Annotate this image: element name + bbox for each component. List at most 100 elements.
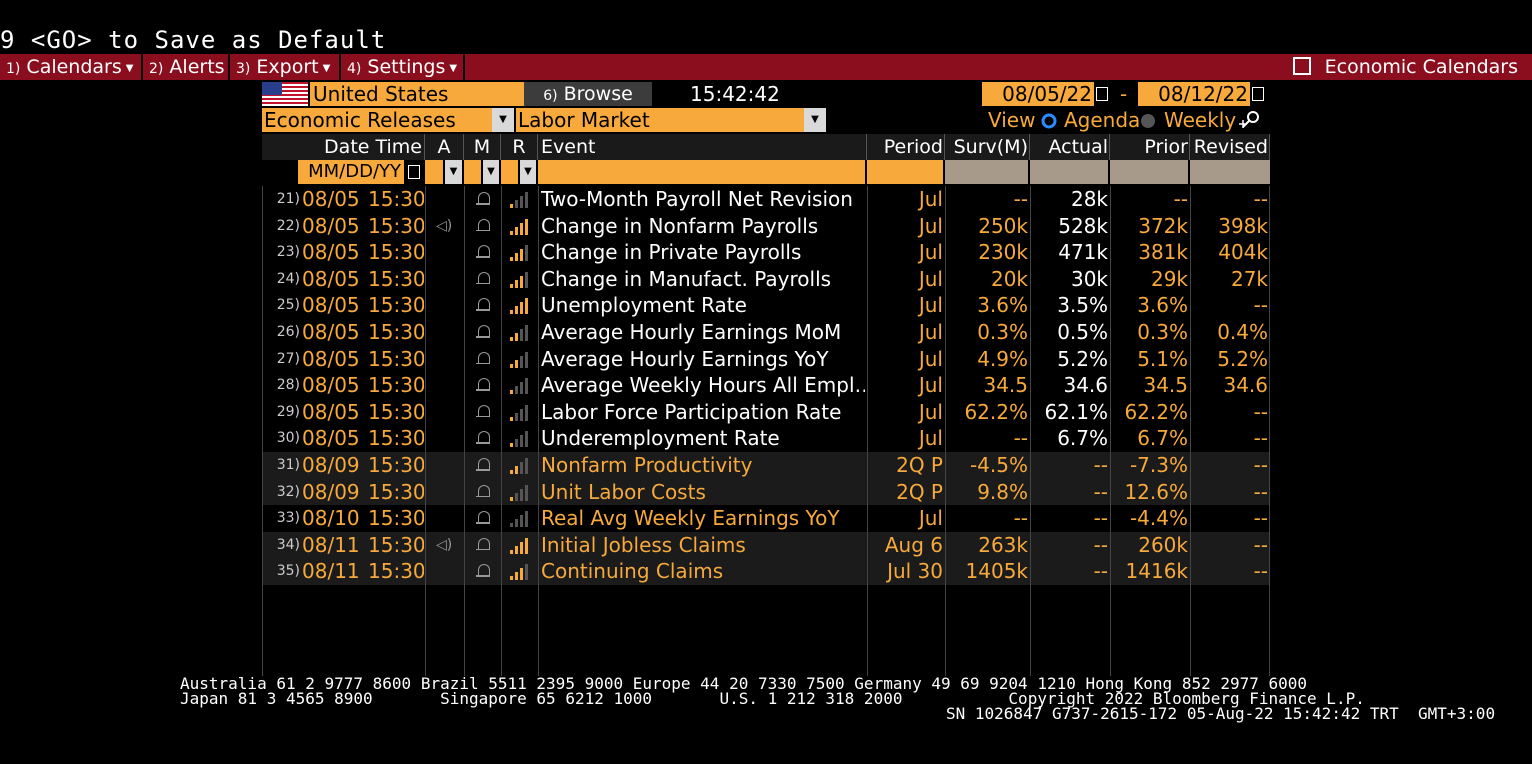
browse-button[interactable]: 6) Browse (524, 82, 652, 106)
col-actual[interactable]: Actual (1030, 134, 1110, 160)
row-surv: 34.5 (983, 373, 1028, 398)
menu-number: 1) (6, 61, 21, 77)
chevron-down-icon[interactable]: ▼ (520, 160, 538, 184)
table-row[interactable]: 27) 08/05 15:30 Average Hourly Earnings YoY… (262, 346, 1270, 373)
calendar-icon[interactable] (1250, 82, 1266, 106)
table-row[interactable]: 34) 08/11 15:30 ◁) Initial Jobless Claims Aug… (262, 531, 1270, 559)
col-datetime[interactable]: Date Time (262, 134, 425, 160)
row-revised: 398k (1218, 213, 1268, 238)
row-period: 2Q P (896, 453, 943, 477)
surv-filter (945, 160, 1030, 184)
row-surv: -- (1013, 506, 1028, 531)
row-number: 22) (276, 217, 300, 234)
r-filter[interactable] (501, 160, 520, 184)
event-filter-input[interactable] (538, 160, 867, 184)
row-revised: -- (1253, 426, 1268, 451)
revised-filter (1190, 160, 1270, 184)
row-number: 21) (276, 191, 300, 207)
row-number: 34) (276, 536, 300, 553)
col-event[interactable]: Event (538, 134, 867, 160)
row-period: Jul (918, 213, 943, 238)
speaker-icon: ◁) (436, 536, 453, 553)
row-time: 15:30 (368, 426, 424, 451)
col-surv[interactable]: Surv(M) (945, 134, 1030, 160)
row-actual: 28k (1070, 187, 1108, 211)
table-row[interactable]: 29) 08/05 15:30 Labor Force Participation R… (262, 399, 1270, 426)
menu-alerts[interactable]: 2) Alerts (143, 54, 230, 80)
row-period: Jul (918, 187, 943, 211)
agenda-label: Agenda (1064, 108, 1141, 132)
table-row[interactable]: 32) 08/09 15:30 Unit Labor Costs 2Q P 9.8% -- 1… (262, 478, 1270, 506)
row-event: Change in Manufact. Payrolls (541, 266, 832, 291)
footer: Australia 61 2 9777 8600 Brazil 5511 239… (180, 676, 1495, 722)
relevance-bars-icon (510, 271, 530, 288)
table-row[interactable]: 26) 08/05 15:30 Average Hourly Earnings MoM… (262, 319, 1270, 346)
col-r[interactable]: R (501, 134, 538, 160)
col-period[interactable]: Period (867, 134, 945, 160)
relevance-bars-icon (510, 218, 530, 235)
m-filter[interactable] (464, 160, 483, 184)
calendar-icon[interactable] (1094, 82, 1110, 106)
row-surv: 3.6% (977, 293, 1028, 318)
a-filter[interactable] (425, 160, 445, 184)
calendar-icon[interactable] (406, 160, 422, 184)
clock: 15:42:42 (690, 82, 780, 106)
zoom-in-icon[interactable] (1238, 110, 1264, 130)
row-revised: -- (1253, 293, 1268, 318)
bell-icon (476, 404, 490, 420)
row-revised: 5.2% (1217, 346, 1268, 371)
row-surv: 4.9% (977, 346, 1028, 371)
row-prior: 372k (1138, 213, 1188, 238)
date-filter-input[interactable]: MM/DD/YY (298, 160, 406, 184)
table-row[interactable]: 31) 08/09 15:30 Nonfarm Productivity 2Q P -4.… (262, 452, 1270, 479)
row-actual: -- (1093, 453, 1108, 477)
table-row[interactable]: 33) 08/10 15:30 Real Avg Weekly Earnings Yo… (262, 505, 1270, 532)
relevance-bars-icon (510, 298, 530, 315)
table-row[interactable]: 35) 08/11 15:30 Continuing Claims Jul 30 1405… (262, 558, 1270, 585)
table-row[interactable]: 30) 08/05 15:30 Underemployment Rate Jul -- 6.… (262, 425, 1270, 452)
table-row[interactable]: 22) 08/05 15:30 ◁) Change in Nonfarm Payroll… (262, 213, 1270, 240)
agenda-radio[interactable] (1041, 113, 1057, 129)
country-field[interactable]: United States (310, 82, 525, 106)
date-to-field[interactable]: 08/12/22 (1138, 82, 1250, 106)
table-row[interactable]: 24) 08/05 15:30 Change in Manufact. Payroll… (262, 266, 1270, 293)
row-number: 33) (276, 510, 300, 527)
caret-down-icon: ▼ (322, 63, 331, 74)
window-title-link[interactable]: Economic Calendars (1292, 54, 1518, 80)
period-filter-input[interactable] (867, 160, 945, 184)
subcategory-select[interactable]: Labor Market (516, 108, 806, 132)
chevron-down-icon[interactable]: ▼ (492, 108, 514, 132)
bell-icon (476, 218, 490, 234)
col-m[interactable]: M (464, 134, 501, 160)
row-date: 08/05 (302, 213, 360, 238)
menu-settings[interactable]: 4) Settings ▼ (341, 54, 465, 80)
col-revised[interactable]: Revised (1190, 134, 1270, 160)
category-select[interactable]: Economic Releases (262, 108, 494, 132)
col-prior[interactable]: Prior (1110, 134, 1190, 160)
row-event: Two-Month Payroll Net Revision (541, 187, 853, 211)
row-surv: 0.3% (977, 320, 1028, 344)
chevron-down-icon[interactable]: ▼ (483, 160, 501, 184)
row-time: 15:30 (368, 559, 424, 584)
row-actual: 62.1% (1044, 399, 1108, 424)
weekly-radio[interactable] (1140, 113, 1156, 129)
table-row[interactable]: 25) 08/05 15:30 Unemployment Rate Jul 3.6% 3.5… (262, 292, 1270, 319)
bell-icon (476, 191, 490, 207)
table-row[interactable]: 21) 08/05 15:30 Two-Month Payroll Net Revis… (262, 186, 1270, 213)
command-line[interactable]: 9 <GO> to Save as Default (0, 26, 387, 54)
row-event: Unit Labor Costs (541, 479, 706, 504)
date-from-field[interactable]: 08/05/22 (982, 82, 1094, 106)
menu-number: 4) (347, 61, 362, 77)
row-actual: 5.2% (1057, 346, 1108, 371)
row-period: Jul (918, 373, 943, 398)
table-row[interactable]: 23) 08/05 15:30 Change in Private Payrolls J… (262, 239, 1270, 266)
table-row[interactable]: 28) 08/05 15:30 Average Weekly Hours All Em… (262, 372, 1270, 399)
row-surv: 1405k (965, 559, 1028, 584)
menu-calendars[interactable]: 1) Calendars ▼ (0, 54, 143, 80)
row-prior: 12.6% (1124, 479, 1188, 504)
chevron-down-icon[interactable]: ▼ (804, 108, 826, 132)
col-a[interactable]: A (425, 134, 464, 160)
chevron-down-icon[interactable]: ▼ (445, 160, 464, 184)
row-revised: 34.6 (1223, 373, 1268, 398)
menu-export[interactable]: 3) Export ▼ (230, 54, 341, 80)
